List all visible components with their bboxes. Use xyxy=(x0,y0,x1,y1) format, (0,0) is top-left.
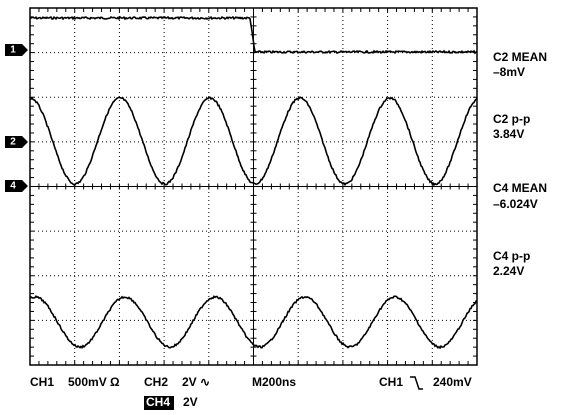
channel-marker: 1 xyxy=(5,44,28,56)
ch4-badge xyxy=(144,396,174,410)
measurement-label: C2 MEAN xyxy=(493,50,547,64)
trigger-slope-icon xyxy=(410,376,423,390)
channel-marker-label: 2 xyxy=(10,137,16,148)
timebase: M200ns xyxy=(252,375,296,389)
channel-marker: 4 xyxy=(5,180,28,192)
measurement-value: –8mV xyxy=(493,65,525,79)
channel-marker: 2 xyxy=(5,136,28,148)
measurement-value: 3.84V xyxy=(493,127,524,141)
trace xyxy=(29,15,478,55)
ch4-label: CH4 xyxy=(146,395,170,409)
ch2-label: CH2 xyxy=(144,375,168,389)
measurement-value: 2.24V xyxy=(493,264,524,278)
ch1-scale: 500mV Ω xyxy=(68,375,120,389)
measurement-label: C2 p-p xyxy=(493,112,530,126)
ch2-scale: 2V ∿ xyxy=(182,375,210,389)
measurement-label: C4 MEAN xyxy=(493,181,547,195)
trigger-source: CH1 xyxy=(379,375,403,389)
ch1-label: CH1 xyxy=(30,375,54,389)
trigger-level: 240mV xyxy=(433,375,472,389)
ch4-scale: 2V xyxy=(183,395,198,409)
measurement-value: –6.024V xyxy=(493,197,538,211)
trace xyxy=(29,294,478,350)
traces xyxy=(29,15,478,350)
trace xyxy=(29,96,478,187)
channel-marker-label: 4 xyxy=(10,181,16,192)
graticule xyxy=(29,7,478,366)
measurement-label: C4 p-p xyxy=(493,249,530,263)
channel-marker-label: 1 xyxy=(10,45,16,56)
